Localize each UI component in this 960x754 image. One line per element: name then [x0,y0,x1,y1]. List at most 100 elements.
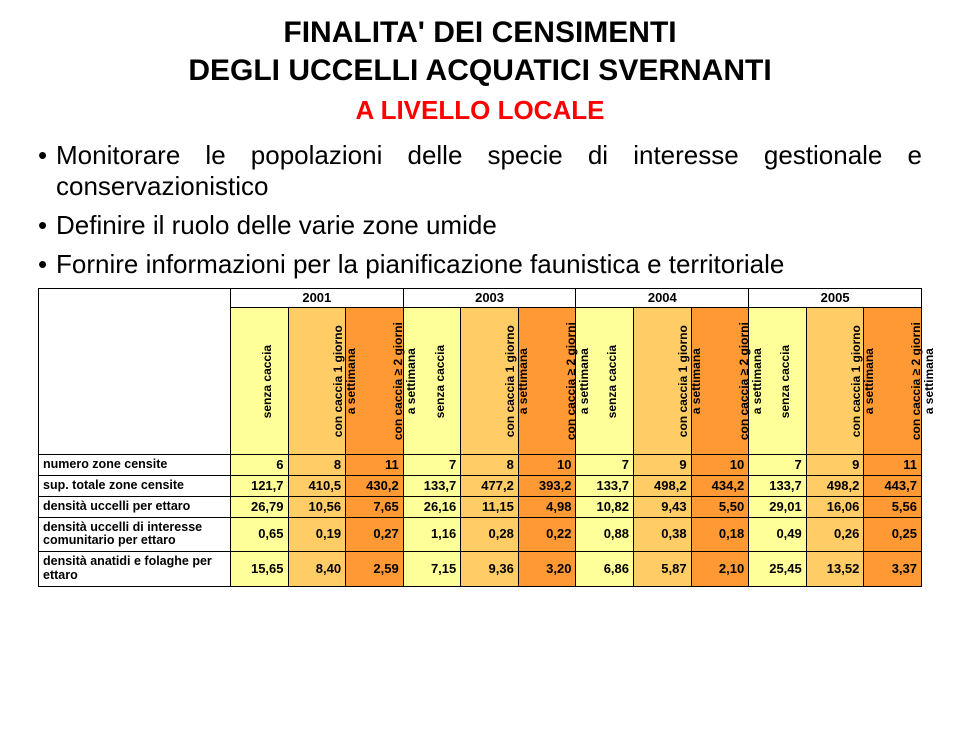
subhead-senza: senza caccia [230,308,288,455]
subhead-g1: con caccia 1 giornoa settimana [634,308,692,455]
table-row: densità uccelli per ettaro26,7910,567,65… [39,496,922,517]
subhead-g1: con caccia 1 giornoa settimana [806,308,864,455]
table-cell: 1,16 [403,517,461,552]
subhead-g1: con caccia 1 giornoa settimana [288,308,346,455]
table-cell: 5,56 [864,496,922,517]
subhead-text: con caccia 1 giornoa settimana [850,325,876,437]
table-cell: 0,38 [634,517,692,552]
table-cell: 9,43 [634,496,692,517]
table-cell: 2,59 [346,552,404,587]
table-cell: 6 [230,455,288,476]
subhead-text: con caccia 1 giornoa settimana [331,325,357,437]
table-row: numero zone censite6811781079107911 [39,455,922,476]
table-cell: 498,2 [634,476,692,497]
table-cell: 477,2 [461,476,519,497]
table-cell: 10,56 [288,496,346,517]
table-cell: 133,7 [749,476,807,497]
year-head: 2001 [230,289,403,308]
bullet-dot-icon: • [38,210,56,241]
table-cell: 11,15 [461,496,519,517]
table-cell: 4,98 [518,496,576,517]
table-cell: 8 [461,455,519,476]
bullet-dot-icon: • [38,140,56,171]
table-cell: 6,86 [576,552,634,587]
table-cell: 0,18 [691,517,749,552]
table-cell: 11 [864,455,922,476]
table-cell: 0,26 [806,517,864,552]
subhead-text: senza caccia [779,345,792,418]
table-cell: 7 [749,455,807,476]
row-label: densità anatidi e folaghe per ettaro [39,552,231,587]
table-cell: 25,45 [749,552,807,587]
bullet-dot-icon: • [38,249,56,280]
row-label: densità uccelli per ettaro [39,496,231,517]
table-cell: 0,25 [864,517,922,552]
table-cell: 9 [634,455,692,476]
bullet-text: Fornire informazioni per la pianificazio… [56,249,922,280]
table-cell: 29,01 [749,496,807,517]
subhead-text: con caccia 1 giornoa settimana [504,325,530,437]
year-head: 2003 [403,289,576,308]
table-corner [39,289,231,455]
table-cell: 0,65 [230,517,288,552]
table-cell: 410,5 [288,476,346,497]
table-cell: 443,7 [864,476,922,497]
table-cell: 26,79 [230,496,288,517]
table-row: densità uccelli di interesse comunitario… [39,517,922,552]
table-cell: 0,27 [346,517,404,552]
table-cell: 7 [576,455,634,476]
table-cell: 7,15 [403,552,461,587]
subhead-text: con caccia 1 giornoa settimana [677,325,703,437]
table-cell: 2,10 [691,552,749,587]
bullet-item: • Monitorare le popolazioni delle specie… [38,140,922,202]
table-cell: 430,2 [346,476,404,497]
table-cell: 10 [691,455,749,476]
title-line-2: DEGLI UCCELLI ACQUATICI SVERNANTI [38,52,922,90]
table-row: sup. totale zone censite121,7410,5430,21… [39,476,922,497]
table-cell: 5,87 [634,552,692,587]
table-cell: 7 [403,455,461,476]
table-cell: 7,65 [346,496,404,517]
subhead-text: con caccia ≥ 2 giornia settimana [737,322,763,440]
table-cell: 0,49 [749,517,807,552]
table-cell: 0,19 [288,517,346,552]
subhead-text: con caccia ≥ 2 giornia settimana [392,322,418,440]
table-cell: 13,52 [806,552,864,587]
table-cell: 133,7 [403,476,461,497]
table-cell: 5,50 [691,496,749,517]
table-cell: 9,36 [461,552,519,587]
table-cell: 9 [806,455,864,476]
table-cell: 434,2 [691,476,749,497]
table-cell: 0,88 [576,517,634,552]
table-cell: 498,2 [806,476,864,497]
table-cell: 11 [346,455,404,476]
table-cell: 0,28 [461,517,519,552]
subhead-text: senza caccia [607,345,620,418]
table-cell: 10 [518,455,576,476]
subhead-text: senza caccia [434,345,447,418]
row-label: densità uccelli di interesse comunitario… [39,517,231,552]
table-cell: 10,82 [576,496,634,517]
slide: FINALITA' DEI CENSIMENTI DEGLI UCCELLI A… [0,0,960,754]
subhead-text: con caccia ≥ 2 giornia settimana [565,322,591,440]
row-label: numero zone censite [39,455,231,476]
table-cell: 3,37 [864,552,922,587]
subtitle: A LIVELLO LOCALE [38,95,922,126]
table-header-years: 2001 2003 2004 2005 [39,289,922,308]
table-row: densità anatidi e folaghe per ettaro15,6… [39,552,922,587]
table-cell: 0,22 [518,517,576,552]
row-label: sup. totale zone censite [39,476,231,497]
table-cell: 3,20 [518,552,576,587]
table-cell: 8 [288,455,346,476]
title-line-1: FINALITA' DEI CENSIMENTI [38,14,922,52]
table-cell: 16,06 [806,496,864,517]
subhead-text: senza caccia [261,345,274,418]
bullet-text: Monitorare le popolazioni delle specie d… [56,140,922,202]
table-cell: 8,40 [288,552,346,587]
table-cell: 15,65 [230,552,288,587]
table-cell: 393,2 [518,476,576,497]
bullet-item: • Definire il ruolo delle varie zone umi… [38,210,922,241]
bullet-list: • Monitorare le popolazioni delle specie… [38,140,922,280]
bullet-item: • Fornire informazioni per la pianificaz… [38,249,922,280]
bullet-text: Definire il ruolo delle varie zone umide [56,210,922,241]
